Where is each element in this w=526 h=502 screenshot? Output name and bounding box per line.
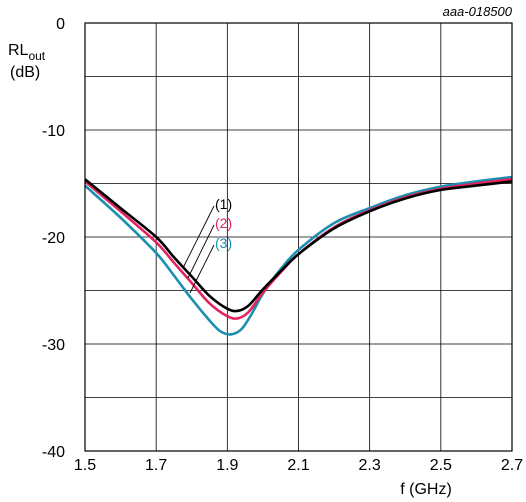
series-line-3 [84,175,513,336]
x-tick-label: 2.3 [359,457,381,474]
series-callout-label: (3) [215,235,232,251]
x-tick-label: 2.1 [287,457,309,474]
y-tick-label: -40 [42,444,65,461]
figure-code: aaa-018500 [443,4,513,19]
y-tick-label: -30 [42,337,65,354]
x-tick-label: 2.5 [430,457,452,474]
callout-leader [182,205,215,269]
y-tick-label: -20 [42,230,65,247]
x-tick-label: 1.5 [74,457,96,474]
y-axis-label-sub: out [28,49,45,63]
y-axis-unit: (dB) [10,64,40,81]
y-tick-label: 0 [56,16,65,33]
series-callout-label: (1) [215,196,232,212]
callout-labels: (1) (2) (3) [215,196,232,251]
x-tick-labels: 1.5 1.7 1.9 2.1 2.3 2.5 2.7 [74,457,523,474]
plot-frame [84,22,513,452]
y-axis-label-main: RL [8,42,29,59]
x-tick-label: 1.7 [145,457,167,474]
y-axis-label: RLout [8,42,46,63]
callout-lines [182,205,215,294]
callout-leader [187,224,215,279]
series-callout-label: (2) [215,215,232,231]
callout-leader [189,244,215,294]
series-layer [84,175,513,336]
series-line-1 [84,178,513,313]
x-tick-label: 1.9 [216,457,238,474]
y-tick-labels: 0 -10 -20 -30 -40 [42,16,65,461]
x-tick-label: 2.7 [501,457,523,474]
x-axis-label: f (GHz) [400,481,452,498]
y-tick-label: -10 [42,123,65,140]
